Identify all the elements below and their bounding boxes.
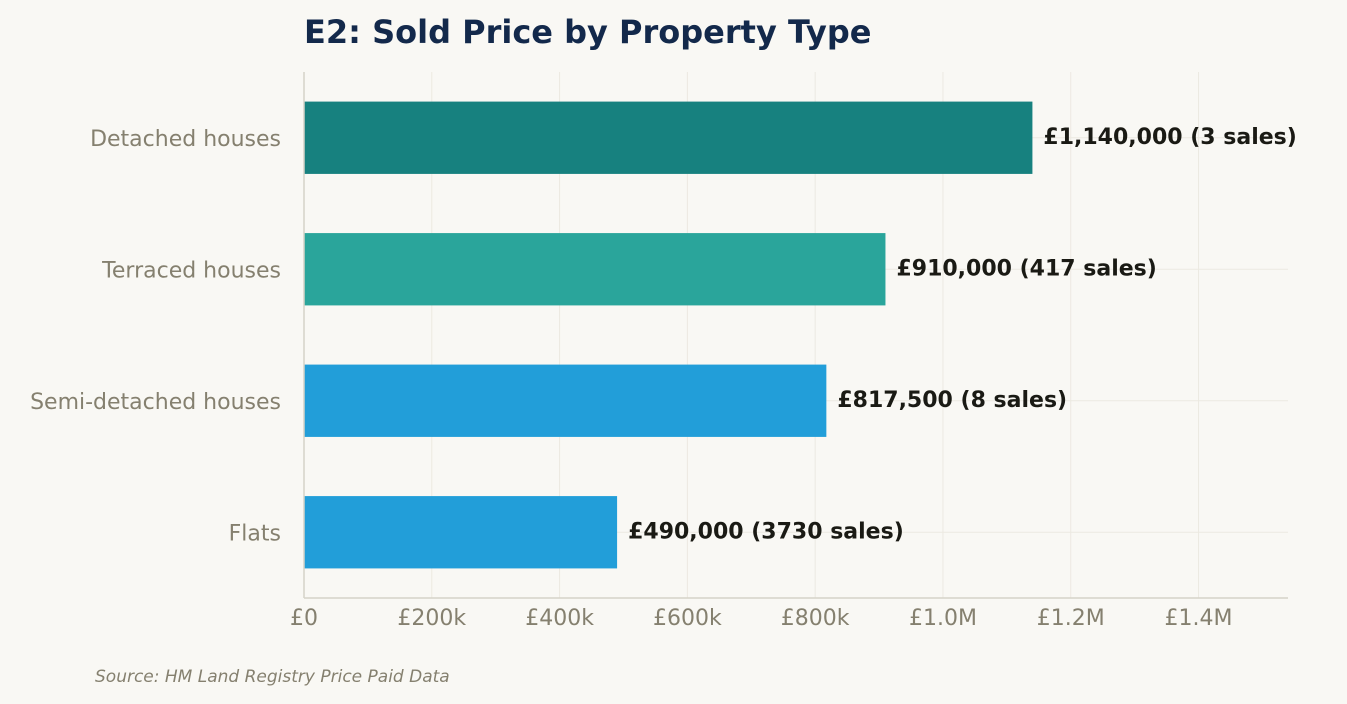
x-tick-label: £1.4M: [1165, 606, 1233, 631]
x-tick-label: £400k: [525, 606, 594, 631]
x-tick-label: £1.2M: [1037, 606, 1105, 631]
data-label: £817,500 (8 sales): [837, 388, 1067, 413]
x-tick-label: £600k: [653, 606, 722, 631]
category-label: Semi-detached houses: [30, 390, 281, 415]
source-note: Source: HM Land Registry Price Paid Data: [95, 667, 450, 687]
bar-detached-houses: [304, 101, 1033, 174]
category-label: Detached houses: [90, 127, 281, 152]
bar-terraced-houses: [304, 233, 886, 306]
x-tick-label: £800k: [781, 606, 850, 631]
axes: [303, 72, 1288, 599]
data-label: £910,000 (417 sales): [896, 256, 1156, 281]
category-label: Flats: [229, 521, 281, 546]
bar-semi-detached-houses: [304, 364, 827, 437]
bar-flats: [304, 496, 618, 569]
labels: £0 £200k £400k £600k £800k £1.0M £1.2M £1.4M Det…: [30, 125, 1297, 631]
data-label: £1,140,000 (3 sales): [1043, 125, 1296, 150]
x-tick-label: £200k: [397, 606, 466, 631]
data-label: £490,000 (3730 sales): [628, 519, 904, 544]
bars: [304, 101, 1033, 569]
x-tick-label: £0: [290, 606, 318, 631]
category-label: Terraced houses: [101, 258, 281, 283]
chart-title: E2: Sold Price by Property Type: [304, 13, 871, 51]
x-tick-label: £1.0M: [909, 606, 977, 631]
